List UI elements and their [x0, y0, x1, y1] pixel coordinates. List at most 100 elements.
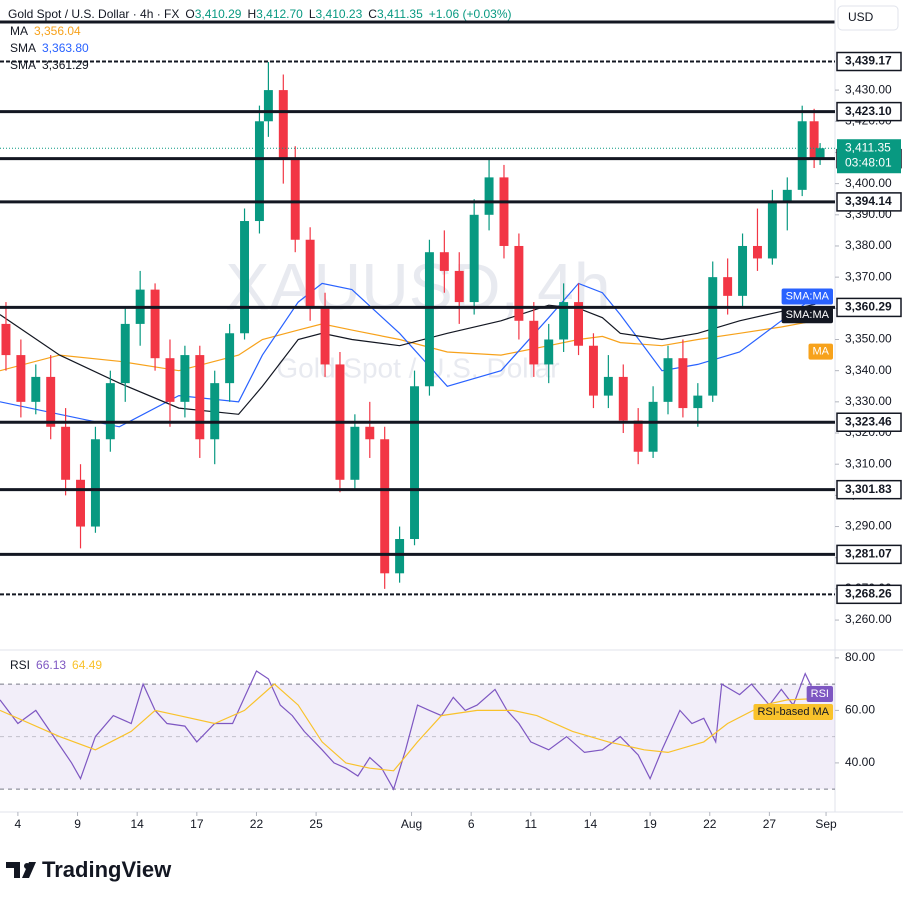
candle-body — [767, 202, 777, 259]
candle — [797, 105, 807, 197]
y-tick-label: 80.00 — [845, 650, 875, 664]
candle-body — [254, 121, 264, 222]
candle-body — [723, 277, 733, 296]
candle-body — [278, 90, 288, 159]
watermark-name: Gold Spot / U.S. Dollar — [276, 352, 559, 383]
candle — [46, 355, 56, 440]
x-tick-label: 9 — [74, 817, 81, 831]
candle-body — [105, 383, 115, 440]
candle — [105, 370, 115, 452]
candle — [210, 370, 220, 465]
candle — [663, 345, 673, 415]
candle — [90, 426, 100, 533]
level-label: 3,439.17 — [845, 54, 892, 68]
candle-body — [225, 333, 235, 384]
currency[interactable]: USD — [848, 10, 874, 24]
candle-body — [380, 439, 390, 574]
candle — [180, 345, 190, 418]
candle-body — [240, 221, 250, 334]
rsi-band-fill — [0, 684, 835, 790]
legend-value: 3,356.04 — [34, 24, 81, 38]
candle — [380, 426, 390, 589]
candle-body — [708, 277, 718, 396]
candle-body — [484, 177, 494, 215]
ohlc-label: C — [368, 7, 377, 21]
candle — [738, 233, 748, 309]
candle — [815, 143, 825, 165]
x-tick-label: 6 — [468, 817, 475, 831]
candle-body — [1, 323, 11, 356]
x-tick-label: 22 — [250, 817, 264, 831]
last-price-label: 3,411.35 — [845, 140, 891, 154]
legend-value: 3,363.80 — [42, 41, 89, 55]
price-change: +1.06 (+0.03%) — [429, 7, 512, 21]
candle — [723, 258, 733, 315]
candle-body — [454, 270, 464, 303]
y-tick-label: 3,380.00 — [845, 238, 892, 252]
level-label: 3,423.10 — [845, 104, 892, 118]
candle-body — [648, 401, 658, 452]
candle-body — [76, 479, 85, 527]
x-tick-label: 22 — [703, 817, 717, 831]
rsi-legend-value: 66.13 — [36, 658, 66, 672]
indicator-tag: SMA:MA — [786, 290, 830, 302]
y-tick-label: 3,290.00 — [845, 519, 892, 533]
candle-body — [61, 426, 71, 480]
candle-body — [559, 302, 569, 340]
y-tick-label: 3,430.00 — [845, 82, 892, 96]
indicator-tag: MA — [813, 346, 830, 358]
ohlc-value: 3,410.29 — [195, 7, 242, 21]
candle-body — [469, 214, 479, 303]
candle-body — [180, 355, 190, 402]
candle-body — [693, 395, 703, 409]
candle-body — [46, 376, 56, 427]
candle — [290, 146, 300, 253]
candle — [514, 233, 524, 340]
candle-body — [350, 426, 360, 480]
candle-body — [544, 339, 554, 365]
level-label-box — [836, 51, 902, 72]
candle-body — [305, 239, 315, 309]
x-tick-label: 27 — [763, 817, 777, 831]
x-tick-label: 19 — [643, 817, 657, 831]
x-tick-label: 4 — [15, 817, 22, 831]
candle-body — [424, 252, 434, 387]
candle-body — [320, 308, 330, 365]
candle — [263, 62, 273, 137]
candle-body — [90, 439, 100, 527]
candle-body — [529, 320, 539, 365]
candle — [708, 261, 718, 402]
candle — [76, 464, 85, 549]
candle-body — [31, 376, 41, 402]
ohlc-label: L — [309, 7, 316, 21]
candle — [1, 302, 11, 371]
candle — [633, 408, 643, 465]
plot-area: 3,260.003,270.003,280.003,290.003,300.00… — [0, 60, 892, 831]
candle — [559, 283, 569, 352]
overlay: Gold Spot / U.S. Dollar · 4h · FX USD 3,… — [8, 5, 902, 720]
candle-body — [120, 323, 130, 384]
candle — [529, 302, 539, 377]
indicator-tag-box — [781, 307, 833, 324]
legend-value: 3,361.29 — [42, 58, 89, 72]
logo-dot — [24, 863, 30, 869]
legend-name: SMA — [10, 41, 36, 55]
candle-body — [210, 383, 220, 440]
candle — [782, 177, 792, 231]
candle-body — [395, 539, 405, 574]
x-tick-label: Aug — [401, 817, 422, 831]
candle — [678, 339, 688, 418]
currency-button[interactable] — [837, 5, 899, 31]
candle-body — [499, 177, 509, 246]
series-tag: RSI-based MA — [757, 706, 829, 718]
level-label-box — [836, 192, 902, 212]
series-tag: RSI — [811, 688, 829, 700]
ohlc-label: O — [185, 7, 194, 21]
candle — [693, 383, 703, 427]
candle-body — [263, 90, 273, 122]
candle-body — [782, 189, 792, 203]
candle — [424, 239, 434, 396]
